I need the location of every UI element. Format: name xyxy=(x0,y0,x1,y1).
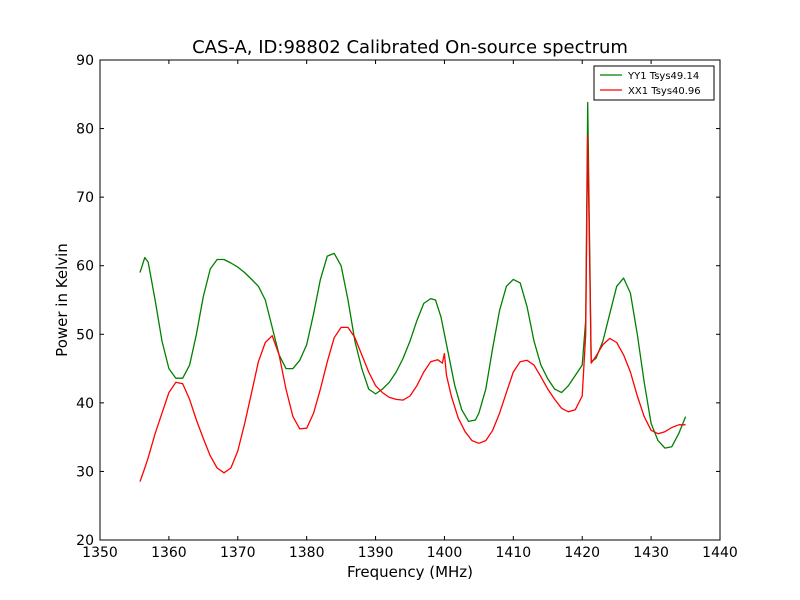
y-tick-label: 50 xyxy=(76,327,94,343)
x-axis-label: Frequency (MHz) xyxy=(347,563,473,581)
chart-title: CAS-A, ID:98802 Calibrated On-source spe… xyxy=(192,37,628,58)
y-tick-label: 70 xyxy=(76,190,94,206)
y-tick-label: 40 xyxy=(76,396,94,412)
x-tick-label: 1350 xyxy=(82,545,118,561)
x-tick-label: 1390 xyxy=(358,545,394,561)
x-tick-label: 1370 xyxy=(220,545,256,561)
x-tick-label: 1380 xyxy=(289,545,325,561)
y-tick-label: 60 xyxy=(76,259,94,275)
x-tick-label: 1400 xyxy=(427,545,463,561)
y-tick-label: 20 xyxy=(76,533,94,549)
axis-ticks: 1350 1360 1370 1380 1390 1400 1410 1420 1430 1440… xyxy=(76,53,738,561)
x-tick-label: 1420 xyxy=(564,545,600,561)
legend: YY1 Tsys49.14 XX1 Tsys40.96 xyxy=(593,65,715,101)
y-tick-label: 30 xyxy=(76,464,94,480)
series-lines xyxy=(139,101,687,482)
y-tick-label: 90 xyxy=(76,53,94,69)
plot-frame xyxy=(99,59,721,541)
legend-label-yy1: YY1 Tsys49.14 xyxy=(627,71,699,82)
legend-label-xx1: XX1 Tsys40.96 xyxy=(628,86,701,97)
series-line-xx1 xyxy=(139,134,686,482)
y-axis-label: Power in Kelvin xyxy=(53,243,71,357)
x-tick-label: 1360 xyxy=(151,545,187,561)
x-tick-label: 1440 xyxy=(702,545,738,561)
y-tick-label: 80 xyxy=(76,122,94,138)
x-tick-label: 1410 xyxy=(496,545,532,561)
legend-box xyxy=(593,65,715,101)
x-tick-label: 1430 xyxy=(633,545,669,561)
